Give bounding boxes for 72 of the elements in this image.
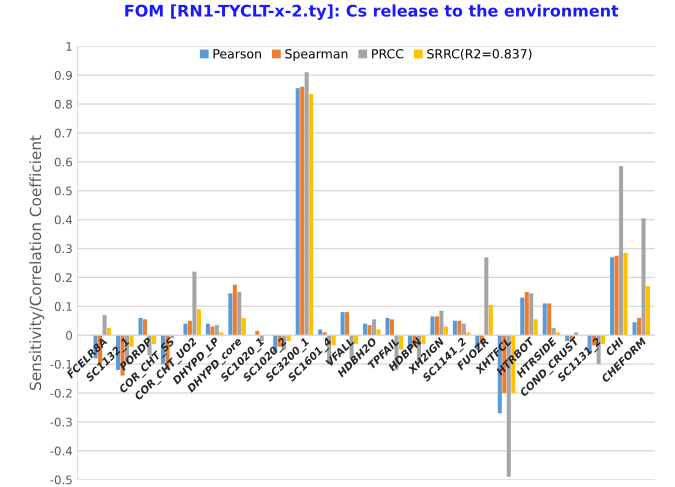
bar — [434, 316, 439, 336]
bar — [637, 318, 642, 336]
y-tick-label: 0.1 — [54, 302, 72, 311]
bar — [206, 324, 210, 336]
bar — [484, 257, 488, 336]
bar — [372, 319, 376, 336]
bar — [340, 312, 345, 336]
bar — [296, 88, 300, 336]
bar — [138, 318, 143, 336]
y-tick-label: 0.6 — [54, 158, 72, 166]
bar — [488, 304, 493, 336]
bar — [196, 309, 201, 336]
y-axis-title: Sensitivity/Correlation Coefficient — [29, 135, 44, 390]
y-tick-label: 0.3 — [54, 244, 72, 254]
bar — [457, 320, 462, 336]
bar — [610, 257, 614, 336]
bar — [439, 310, 444, 336]
y-tick-label: 0.7 — [54, 128, 72, 138]
bar — [462, 324, 466, 336]
bar — [529, 293, 534, 336]
bar — [601, 335, 606, 344]
y-tick-label: -0.2 — [50, 388, 72, 398]
bar — [444, 326, 448, 336]
bar — [386, 318, 390, 336]
bar — [619, 166, 624, 336]
bar — [304, 72, 309, 336]
bar — [210, 326, 214, 336]
legend-label: Spearman — [285, 49, 348, 61]
bar — [309, 94, 314, 336]
bar — [390, 319, 394, 336]
y-tick-label: -0.4 — [50, 446, 72, 456]
y-tick-label: 1 — [66, 42, 72, 51]
bar — [524, 292, 529, 336]
bar — [183, 324, 188, 336]
bar — [142, 319, 148, 336]
bar — [102, 314, 107, 336]
legend-label: SRRC(R2=0.837) — [427, 48, 532, 60]
y-tick-label: -0.5 — [50, 475, 72, 484]
legend-label: PRCC — [372, 49, 404, 59]
y-tick-label: 0.5 — [54, 186, 72, 196]
bar — [232, 284, 237, 336]
y-tick-label: 0.8 — [54, 100, 72, 109]
bar — [632, 322, 637, 336]
bar — [345, 312, 350, 336]
y-tick-label: -0.3 — [50, 418, 72, 427]
bar — [614, 256, 619, 336]
y-tick-label: 0.4 — [54, 215, 72, 224]
bar — [363, 324, 368, 336]
bar — [192, 272, 196, 336]
bar — [421, 335, 426, 344]
bar — [430, 316, 434, 336]
bar — [300, 86, 304, 336]
bar — [642, 218, 646, 336]
bar — [520, 298, 524, 336]
bar — [547, 303, 552, 336]
legend-label: Pearson — [214, 49, 261, 59]
bar — [228, 293, 232, 336]
bar — [214, 325, 219, 336]
bar — [237, 292, 242, 336]
bar — [452, 320, 457, 336]
bar — [188, 320, 192, 336]
bar — [398, 335, 404, 350]
y-tick-label: 0 — [66, 330, 72, 340]
y-tick-label: 0.2 — [54, 273, 72, 282]
bar — [242, 318, 246, 336]
bar — [646, 286, 650, 336]
y-tick-label: 0.9 — [54, 70, 72, 80]
chart-title: FOM [RN1-TYCLT-x-2.ty]: Cs release to the environment — [125, 4, 618, 20]
bar — [542, 303, 547, 336]
bar — [624, 252, 628, 336]
bar — [368, 325, 372, 336]
bar — [534, 319, 538, 336]
